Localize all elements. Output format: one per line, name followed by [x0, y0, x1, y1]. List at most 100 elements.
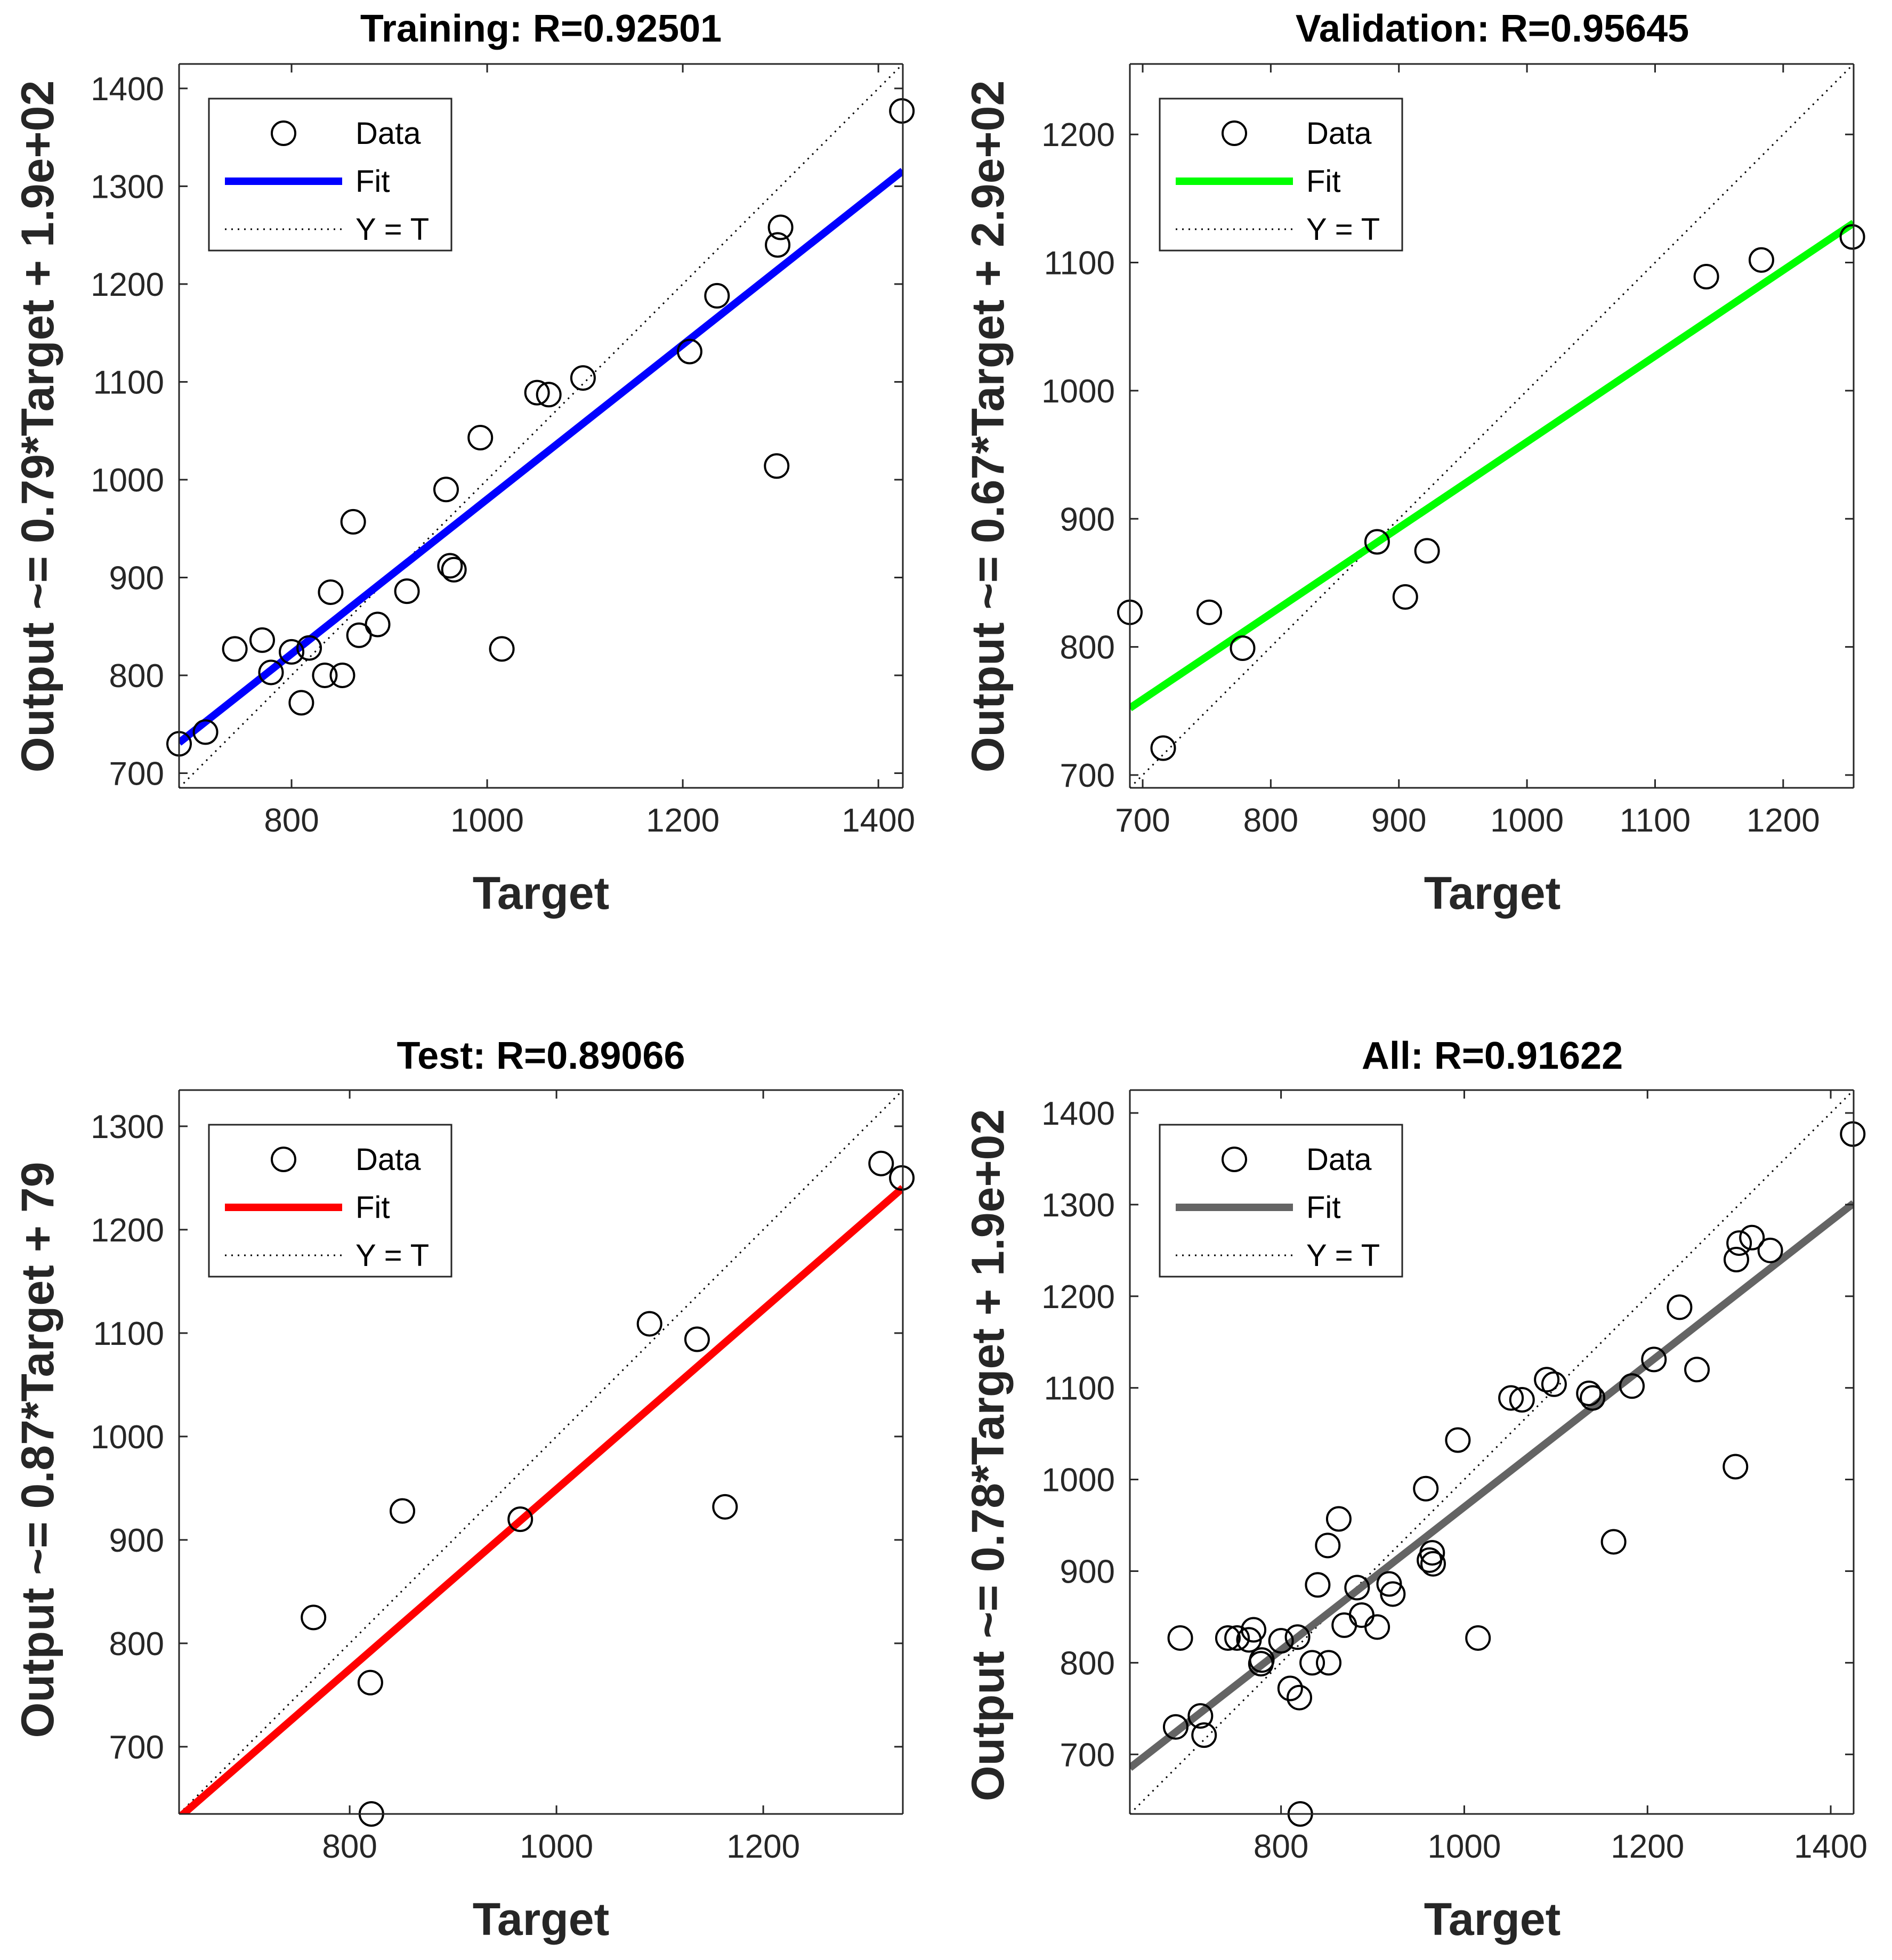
all-data-point: [1277, 1675, 1303, 1701]
test-ytick-label: 1100: [93, 1316, 164, 1352]
all-data-point: [1249, 1647, 1275, 1673]
all-data-point: [1325, 1506, 1352, 1532]
validation-identity-line: [1130, 64, 1854, 788]
validation-data-point: [1693, 263, 1719, 289]
all-ytick-label: 1100: [1044, 1370, 1115, 1407]
all-plot-area: [1130, 1090, 1854, 1814]
training-data-point: [365, 611, 391, 638]
training-plot: 800 1000 1200 1400 700 800 900 1000 1100 1200 1300…: [91, 63, 915, 839]
test-xtick-label: 1000: [520, 1828, 593, 1865]
test-ytick-label: 1300: [91, 1109, 164, 1146]
training-ylabel: Output ~= 0.79*Target + 1.9e+02: [12, 80, 63, 773]
training-data-point: [312, 662, 338, 688]
all-data-point: [1236, 1627, 1262, 1653]
all-data-point: [1420, 1551, 1446, 1577]
test-xtick-label: 1200: [726, 1828, 800, 1865]
all-data-point: [1757, 1237, 1783, 1263]
training-panel: Training: R=0.92501 Target Output ~= 0.7…: [12, 7, 722, 919]
training-data-point: [192, 719, 219, 745]
test-legend-box: [208, 1124, 452, 1278]
all-data-point: [1576, 1380, 1602, 1406]
validation-xtick-label: 1200: [1747, 802, 1820, 839]
training-xlabel: Target: [473, 868, 609, 919]
all-data-point: [1224, 1625, 1250, 1651]
all-ytick-label: 800: [1060, 1645, 1115, 1682]
test-data-point: [712, 1494, 738, 1520]
all-data-point: [1580, 1385, 1606, 1411]
all-data-point: [1541, 1371, 1567, 1397]
validation-ytick-label: 1000: [1041, 373, 1115, 410]
all-data-point: [1284, 1624, 1311, 1650]
training-data-point: [279, 639, 305, 665]
all-data-point: [1726, 1230, 1752, 1256]
all-data-point: [1316, 1650, 1342, 1676]
all-data-point: [1167, 1625, 1193, 1651]
test-data-point: [357, 1669, 383, 1696]
validation-ytick-label: 800: [1060, 630, 1115, 666]
all-data-point: [1684, 1357, 1710, 1383]
test-data-point: [868, 1150, 894, 1176]
training-data-point: [570, 365, 596, 391]
test-identity-line: [179, 1090, 903, 1814]
test-xlabel: Target: [473, 1894, 609, 1945]
test-ytick-label: 900: [109, 1522, 164, 1559]
validation-ytick-label: 700: [1060, 757, 1115, 794]
training-data-point: [536, 382, 562, 408]
validation-data-point: [1748, 247, 1774, 273]
test-plot-area: [179, 1090, 903, 1814]
validation-data-point: [1839, 224, 1865, 250]
all-data-point: [1840, 1121, 1866, 1147]
test-legend-label: Fit: [355, 1190, 390, 1225]
test-fit-line: [179, 1185, 903, 1814]
training-legend-data-marker: [271, 120, 296, 146]
all-identity-line: [1130, 1090, 1854, 1814]
training-fit-line: [179, 167, 903, 746]
validation-legend-data-marker: [1222, 120, 1247, 146]
training-plot-area: [179, 64, 903, 788]
all-data-point: [1215, 1625, 1241, 1651]
all-data-point: [1445, 1427, 1471, 1453]
test-legend: Data Fit Y = T: [208, 1124, 452, 1278]
training-legend-label: Data: [355, 116, 421, 151]
validation-xlabel: Target: [1424, 868, 1561, 919]
validation-data-point: [1196, 599, 1223, 625]
validation-legend-label: Fit: [1306, 164, 1340, 199]
training-xtick-label: 800: [264, 802, 319, 839]
training-data-point: [889, 98, 915, 124]
all-data-point: [1619, 1373, 1645, 1399]
all-ytick-label: 700: [1060, 1737, 1115, 1773]
validation-data-point: [1414, 538, 1440, 564]
training-data-point: [340, 509, 366, 535]
all-data-point: [1600, 1529, 1627, 1555]
validation-legend-label: Y = T: [1306, 212, 1380, 247]
validation-plot: 700 800 900 1000 1100 1200 700 800 900 1000 1100 12…: [1041, 63, 1865, 839]
test-ytick-label: 700: [109, 1729, 164, 1766]
all-data-point: [1509, 1387, 1535, 1413]
training-xtick-label: 1400: [842, 802, 915, 839]
validation-ytick-label: 1100: [1044, 245, 1115, 282]
all-data-point: [1162, 1714, 1188, 1740]
validation-xtick-label: 800: [1243, 802, 1298, 839]
validation-ylabel: Output ~= 0.67*Target + 2.9e+02: [963, 80, 1014, 773]
training-data-point: [437, 553, 463, 579]
all-legend-label: Y = T: [1306, 1238, 1380, 1273]
all-legend-box: [1159, 1124, 1403, 1278]
training-points: [166, 98, 915, 757]
validation-xtick-label: 900: [1371, 802, 1426, 839]
all-data-point: [1376, 1571, 1402, 1597]
test-data-point: [507, 1506, 533, 1532]
test-data-point: [636, 1311, 662, 1337]
training-data-point: [288, 690, 314, 716]
training-ytick-label: 1100: [93, 364, 164, 401]
training-title: Training: R=0.92501: [360, 7, 722, 50]
validation-legend: Data Fit Y = T: [1159, 98, 1403, 252]
training-data-point: [394, 578, 420, 604]
training-data-point: [765, 232, 791, 258]
all-ytick-label: 900: [1060, 1553, 1115, 1590]
training-ytick-label: 1000: [91, 462, 164, 499]
all-points: [1162, 1121, 1866, 1827]
training-data-point: [258, 659, 284, 685]
all-data-point: [1723, 1247, 1749, 1273]
all-ytick-label: 1400: [1041, 1095, 1115, 1132]
